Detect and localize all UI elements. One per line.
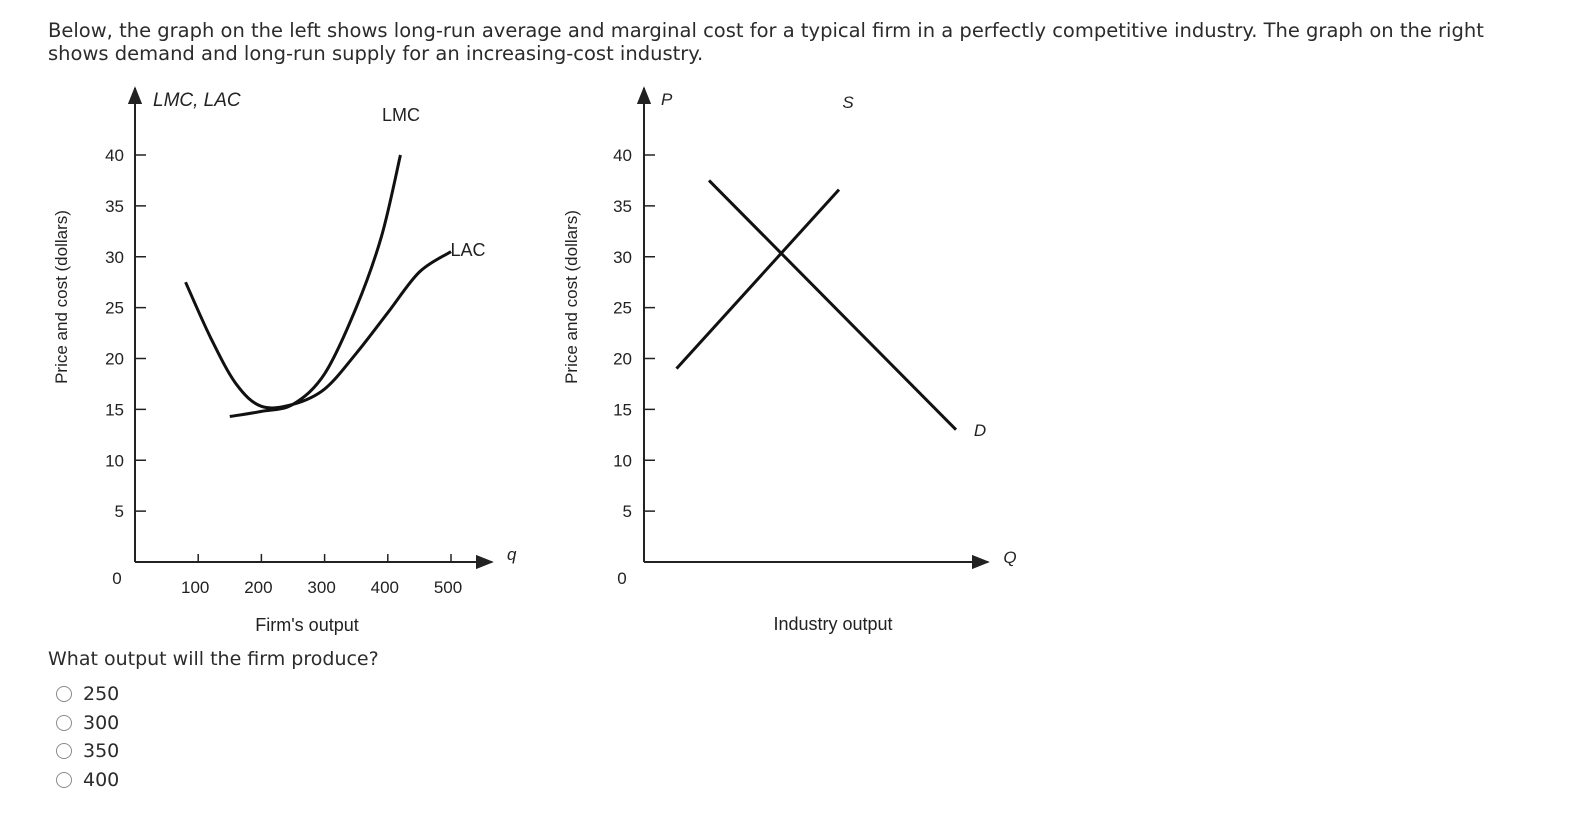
- lmc-curve: [229, 154, 402, 418]
- left-y-tick-label: 10: [105, 451, 124, 470]
- left-x-tick-label: 500: [434, 578, 462, 597]
- radio-button[interactable]: [56, 686, 72, 703]
- left-y-axis-label: Price and cost (dollars): [52, 210, 71, 384]
- right-y-tick-label: 40: [613, 146, 632, 165]
- left-y-tick-label: 25: [105, 299, 124, 318]
- left-y-tick-label: 15: [105, 400, 124, 419]
- answer-option[interactable]: 400: [56, 766, 119, 795]
- demand-line: [707, 179, 958, 431]
- industry-chart: 5 10 15 20 25 30 35 40 P Price and cost (dollar…: [562, 86, 1017, 634]
- left-y-tick-label: 20: [105, 350, 124, 369]
- left-y-tick-label: 40: [105, 146, 124, 165]
- supply-line: [675, 188, 841, 370]
- option-label: 300: [83, 711, 120, 734]
- right-y-top-label: P: [661, 90, 673, 109]
- answer-options: 250 300 350 400: [56, 680, 119, 794]
- radio-button[interactable]: [56, 743, 72, 760]
- left-y-top-label: LMC, LAC: [153, 90, 241, 111]
- left-y-tick-label: 30: [105, 248, 124, 267]
- right-x-axis-label: Industry output: [773, 614, 892, 634]
- demand-label: D: [974, 421, 986, 440]
- right-x-end-label: Q: [1003, 548, 1016, 567]
- question-prompt: What output will the firm produce?: [48, 648, 379, 670]
- question-text: Below, the graph on the left shows long-…: [48, 19, 1484, 65]
- answer-option[interactable]: 250: [56, 680, 119, 709]
- left-x-tick-label: 300: [307, 578, 335, 597]
- option-label: 250: [83, 683, 120, 706]
- lac-curve: [184, 250, 452, 410]
- left-x-axis-label: Firm's output: [255, 615, 358, 635]
- left-origin-label: 0: [112, 569, 121, 588]
- radio-button[interactable]: [56, 714, 72, 731]
- right-origin-label: 0: [617, 569, 626, 588]
- supply-label: S: [842, 93, 854, 112]
- option-label: 400: [83, 768, 120, 791]
- right-y-tick-label: 10: [613, 451, 632, 470]
- radio-button[interactable]: [56, 771, 72, 788]
- lmc-label: LMC: [382, 105, 420, 125]
- right-y-tick-label: 25: [613, 299, 632, 318]
- answer-option[interactable]: 350: [56, 737, 119, 766]
- left-y-tick-label: 5: [115, 502, 124, 521]
- left-x-end-label: q: [507, 545, 517, 564]
- right-y-tick-label: 15: [613, 400, 632, 419]
- option-label: 350: [83, 740, 120, 763]
- firm-cost-chart: 5 10 15 20 25 30 35 40 100 200 300 400 500 LMC, LAC…: [52, 86, 517, 635]
- left-x-tick-label: 200: [244, 578, 272, 597]
- answer-option[interactable]: 300: [56, 709, 119, 738]
- right-y-tick-label: 5: [623, 502, 632, 521]
- left-x-tick-label: 400: [371, 578, 399, 597]
- left-x-tick-label: 100: [181, 578, 209, 597]
- right-y-tick-label: 30: [613, 248, 632, 267]
- right-y-tick-label: 20: [613, 350, 632, 369]
- right-y-axis-label: Price and cost (dollars): [562, 210, 581, 384]
- lac-label: LAC: [450, 240, 485, 260]
- right-y-tick-label: 35: [613, 197, 632, 216]
- left-y-tick-label: 35: [105, 197, 124, 216]
